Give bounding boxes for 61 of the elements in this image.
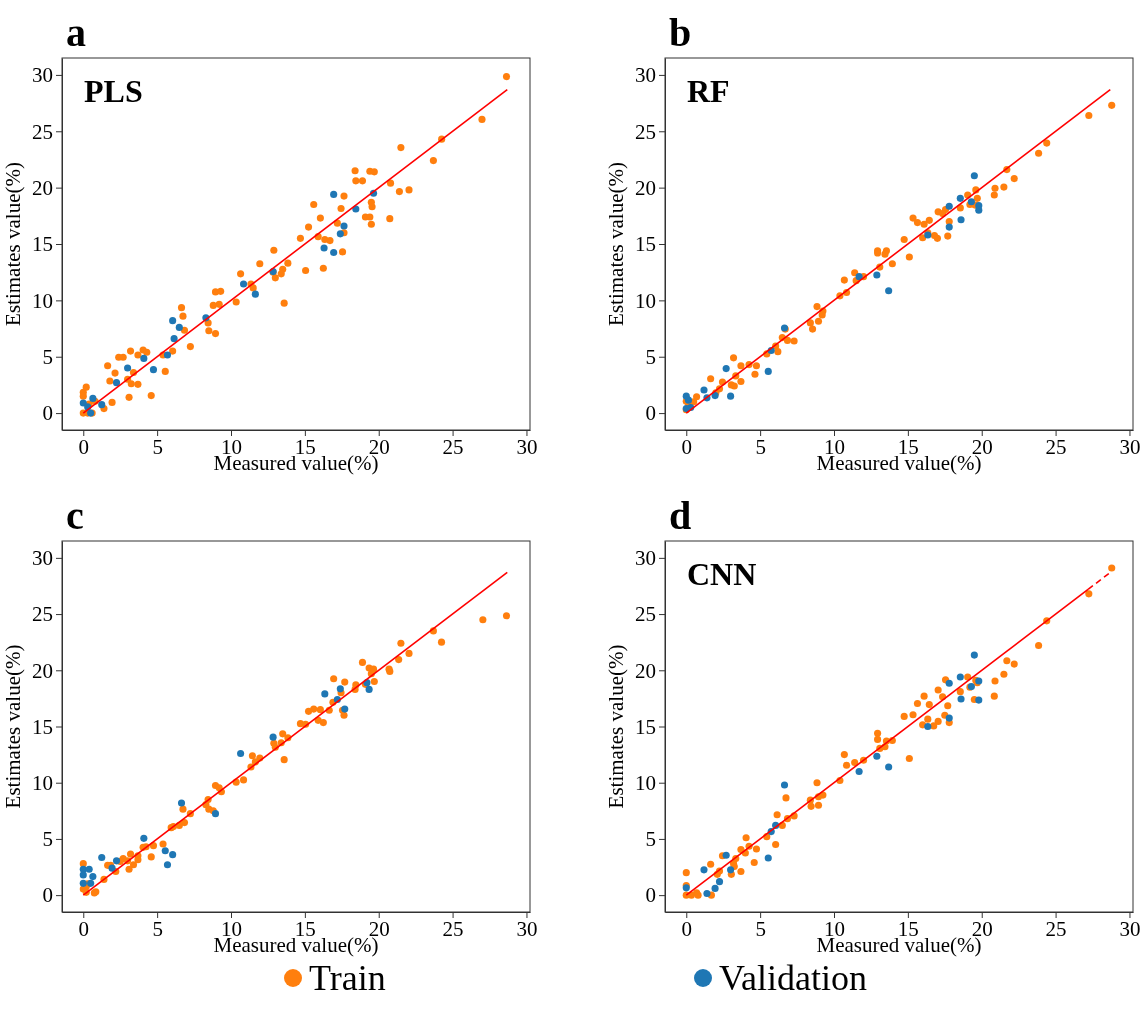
- text: d: [669, 493, 692, 538]
- x-tick-label: 30: [1119, 434, 1141, 459]
- x-tick-label: 30: [1119, 916, 1141, 941]
- text: PLS: [84, 73, 143, 109]
- y-tick-label: 15: [32, 714, 53, 739]
- x-tick-label: 15: [897, 434, 919, 459]
- y-axis-title: Estimates value(%): [604, 162, 628, 326]
- y-axis-title: Estimates value(%): [1, 644, 25, 809]
- y-tick-label: 10: [635, 288, 656, 313]
- y-tick-label: 10: [635, 770, 656, 795]
- y-tick-label: 5: [645, 344, 656, 369]
- text: a: [66, 10, 86, 55]
- y-tick-label: 20: [635, 658, 656, 683]
- x-tick-label: 30: [516, 916, 538, 941]
- text: RF: [687, 73, 730, 109]
- y-tick-label: 5: [645, 827, 656, 852]
- y-tick-label: 5: [42, 827, 53, 852]
- x-tick-label: 0: [78, 916, 90, 941]
- y-tick-label: 5: [42, 344, 53, 369]
- text: c: [66, 493, 84, 538]
- x-tick-label: 5: [755, 434, 766, 459]
- x-tick-label: 25: [442, 916, 464, 941]
- y-tick-label: 15: [635, 232, 656, 257]
- x-tick-label: 5: [152, 434, 163, 459]
- y-tick-label: 25: [635, 119, 656, 144]
- y-tick-label: 0: [645, 401, 656, 426]
- y-tick-label: 0: [42, 401, 53, 426]
- x-tick-label: 30: [516, 434, 538, 459]
- y-tick-label: 30: [32, 546, 53, 571]
- y-tick-label: 25: [635, 602, 656, 627]
- y-tick-label: 10: [32, 288, 53, 313]
- x-tick-label: 25: [1045, 916, 1067, 941]
- y-tick-label: 30: [635, 63, 656, 88]
- y-tick-label: 10: [32, 770, 53, 795]
- x-tick-label: 0: [681, 916, 693, 941]
- text: CNN: [687, 556, 757, 592]
- y-tick-label: 30: [32, 63, 53, 88]
- x-tick-label: 5: [152, 916, 163, 941]
- legend-label: Train: [309, 958, 386, 998]
- x-tick-label: 15: [897, 916, 919, 941]
- x-tick-label: 0: [78, 434, 90, 459]
- x-tick-label: 25: [1045, 434, 1067, 459]
- y-tick-label: 15: [635, 714, 656, 739]
- x-tick-label: 15: [294, 916, 316, 941]
- y-tick-label: 20: [32, 175, 53, 200]
- x-tick-label: 0: [681, 434, 693, 459]
- y-axis-title: Estimates value(%): [1, 162, 25, 326]
- y-tick-label: 25: [32, 119, 53, 144]
- y-tick-label: 15: [32, 232, 53, 257]
- x-tick-label: 5: [755, 916, 766, 941]
- y-tick-label: 20: [32, 658, 53, 683]
- x-tick-label: 25: [442, 434, 464, 459]
- y-tick-label: 0: [645, 883, 656, 908]
- y-tick-label: 30: [635, 546, 656, 571]
- y-tick-label: 25: [32, 602, 53, 627]
- legend-label: Validation: [719, 958, 867, 998]
- y-tick-label: 20: [635, 175, 656, 200]
- y-axis-title: Estimates value(%): [604, 644, 628, 809]
- text: b: [669, 10, 692, 55]
- y-tick-label: 0: [42, 883, 53, 908]
- x-tick-label: 15: [294, 434, 316, 459]
